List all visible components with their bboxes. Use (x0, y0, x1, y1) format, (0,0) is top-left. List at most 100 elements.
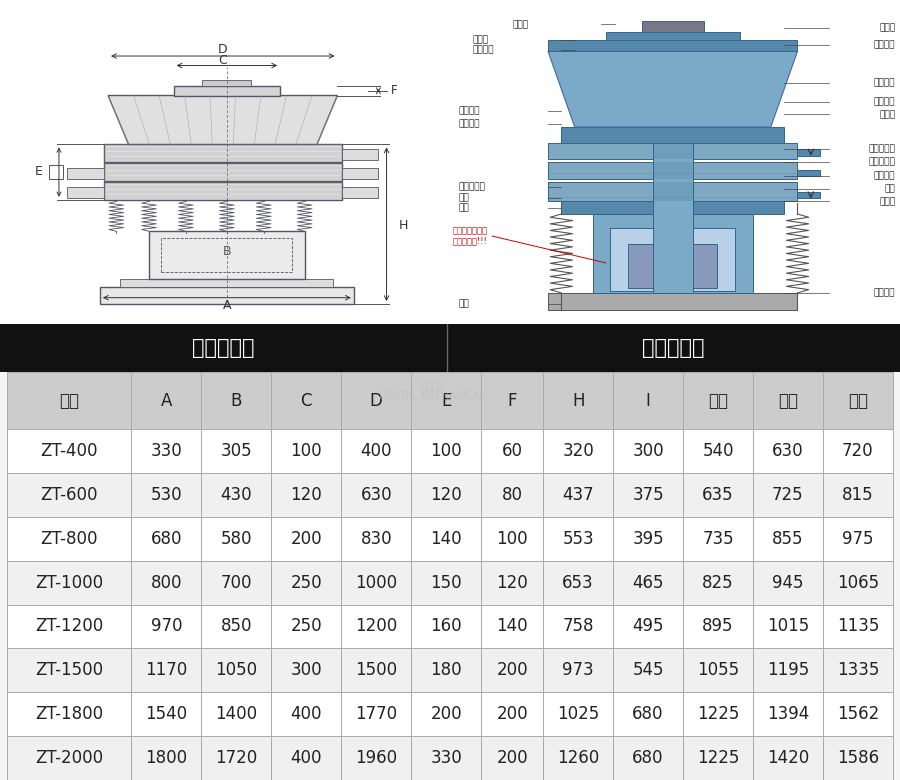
Bar (544, 648, 613, 693)
Text: ZT-1500: ZT-1500 (35, 661, 104, 679)
Bar (548, 41, 797, 51)
Bar (642, 21, 704, 32)
Text: ZT-2000: ZT-2000 (35, 749, 104, 767)
Text: 973: 973 (562, 661, 594, 679)
Text: 653: 653 (562, 573, 594, 591)
Bar (131, 648, 202, 693)
Text: 735: 735 (702, 530, 733, 548)
Bar (341, 648, 411, 693)
Bar (341, 149, 378, 160)
Text: 一般结构图: 一般结构图 (643, 338, 705, 358)
Text: 200: 200 (291, 530, 322, 548)
Text: 758: 758 (562, 618, 594, 636)
Text: 300: 300 (291, 661, 322, 679)
Text: 压紧环: 压紧环 (472, 36, 489, 44)
Text: 680: 680 (633, 749, 664, 767)
Bar (660, 236, 686, 293)
Bar (7, 517, 131, 561)
Text: 上部重锤: 上部重锤 (874, 172, 896, 180)
Bar (202, 473, 271, 517)
Text: 1000: 1000 (356, 573, 397, 591)
Bar (683, 693, 753, 736)
Bar (104, 164, 341, 181)
Text: 弹簧: 弹簧 (459, 203, 470, 212)
Bar (544, 372, 613, 429)
Bar (823, 736, 893, 780)
Bar (131, 604, 202, 648)
Bar (121, 278, 333, 286)
Bar (131, 473, 202, 517)
Text: 250: 250 (291, 573, 322, 591)
Bar (683, 561, 753, 604)
Text: 630: 630 (360, 486, 392, 504)
Bar (683, 736, 753, 780)
Bar (271, 736, 341, 780)
Text: 580: 580 (220, 530, 252, 548)
Bar (482, 604, 544, 648)
Text: 筛网法兰: 筛网法兰 (874, 98, 896, 106)
Bar (271, 372, 341, 429)
Text: 120: 120 (496, 573, 528, 591)
Bar (131, 561, 202, 604)
Bar (202, 372, 271, 429)
Text: B: B (230, 392, 242, 410)
Bar (548, 183, 797, 201)
Bar (797, 149, 820, 155)
Text: E: E (35, 165, 42, 179)
Text: 辅助筛网: 辅助筛网 (874, 78, 896, 87)
Text: 437: 437 (562, 486, 594, 504)
Bar (104, 144, 341, 162)
Text: 330: 330 (430, 749, 462, 767)
Text: H: H (399, 218, 409, 232)
Text: 725: 725 (772, 486, 804, 504)
Bar (753, 561, 823, 604)
Bar (0, 324, 900, 372)
Text: 球形清洁板: 球形清洁板 (868, 145, 896, 154)
Bar (562, 201, 784, 214)
Bar (683, 648, 753, 693)
Text: 200: 200 (430, 705, 462, 723)
Bar (341, 693, 411, 736)
Bar (131, 693, 202, 736)
Text: 底部框架: 底部框架 (459, 119, 481, 129)
Bar (202, 736, 271, 780)
Bar (823, 693, 893, 736)
Bar (482, 517, 544, 561)
Text: 975: 975 (842, 530, 874, 548)
Bar (823, 604, 893, 648)
Bar (202, 517, 271, 561)
Bar (823, 648, 893, 693)
Bar (271, 693, 341, 736)
Text: 553: 553 (562, 530, 594, 548)
Text: ZT-400: ZT-400 (40, 442, 98, 460)
Text: 120: 120 (430, 486, 462, 504)
Bar (613, 693, 683, 736)
Bar (683, 429, 753, 473)
Text: 305: 305 (220, 442, 252, 460)
Text: 180: 180 (430, 661, 462, 679)
Text: 250: 250 (291, 618, 322, 636)
Bar (411, 648, 482, 693)
Text: 800: 800 (150, 573, 182, 591)
Text: 1562: 1562 (837, 705, 879, 723)
Bar (482, 372, 544, 429)
Text: F: F (508, 392, 517, 410)
Bar (753, 517, 823, 561)
Text: 运输用固定螺栓: 运输用固定螺栓 (452, 227, 487, 236)
Text: 电动机: 电动机 (879, 197, 896, 206)
Text: 试机时去掉!!!: 试机时去掉!!! (452, 236, 487, 246)
Text: 160: 160 (430, 618, 462, 636)
Bar (411, 429, 482, 473)
Text: 300: 300 (633, 442, 664, 460)
Bar (823, 561, 893, 604)
Text: 400: 400 (360, 442, 392, 460)
Bar (753, 372, 823, 429)
Text: 1195: 1195 (767, 661, 809, 679)
Text: 720: 720 (842, 442, 874, 460)
Text: 三层: 三层 (848, 392, 868, 410)
Text: 1025: 1025 (557, 705, 599, 723)
Text: 395: 395 (633, 530, 664, 548)
Bar (823, 473, 893, 517)
Text: 60: 60 (501, 442, 523, 460)
Bar (613, 473, 683, 517)
